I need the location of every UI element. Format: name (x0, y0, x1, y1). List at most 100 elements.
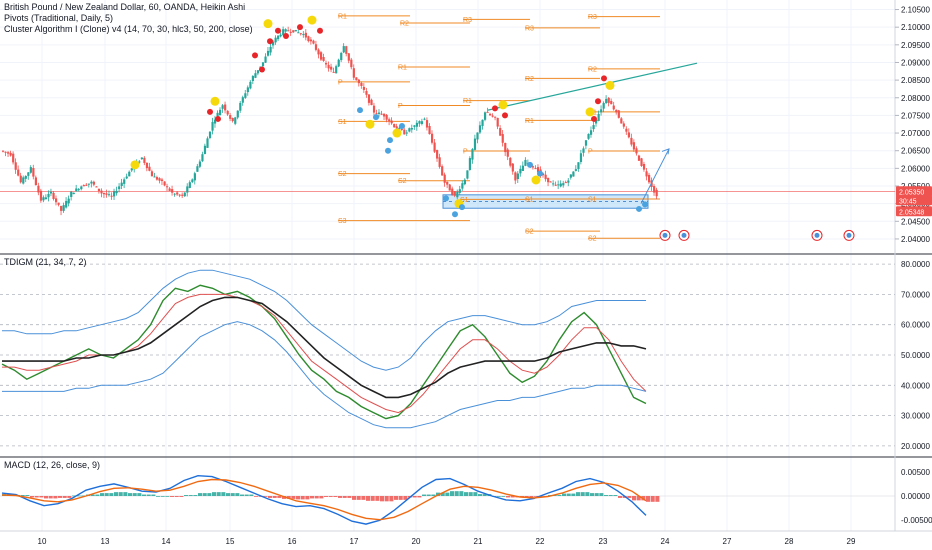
pivot-label: R2 (525, 76, 534, 83)
candle-body (524, 159, 527, 166)
candle-body (279, 34, 282, 37)
candle-body (123, 179, 126, 184)
macd-histogram-bar (174, 496, 179, 497)
signal-dot (585, 107, 595, 117)
macd-histogram-bar (282, 496, 287, 499)
macd-histogram-bar (352, 496, 357, 500)
macd-histogram-bar (104, 493, 109, 496)
candle-body (511, 163, 514, 172)
candle-body (327, 64, 330, 69)
candle-body (128, 171, 131, 177)
macd-histogram-bar (510, 496, 515, 498)
candle-body (130, 168, 133, 171)
pivot-label: P (338, 79, 343, 86)
candle-body (630, 137, 633, 145)
macd-signal-line (1, 478, 647, 521)
candle-body (107, 194, 111, 196)
macd-histogram-bar (109, 493, 114, 496)
signal-dot (531, 175, 541, 185)
macd-histogram-bar (464, 492, 469, 496)
candle-body (340, 52, 343, 61)
time-axis[interactable]: 10 13 14 15 16 17 20 21 22 23 24 27 28 29 (38, 537, 856, 546)
macd-histogram-bar (454, 491, 459, 496)
candle-body (443, 174, 446, 183)
price-axis[interactable]: 2.040002.045002.050002.055002.060002.065… (895, 6, 932, 526)
signal-dot (385, 147, 391, 154)
macd-histogram-bar (118, 492, 123, 496)
price-tick-label: 2.09500 (901, 41, 930, 50)
candle-body (249, 81, 252, 89)
candle-body (577, 162, 580, 170)
price-pane[interactable]: R1R2R3R1PPS1S2S2S3S1R3R3R2R2R1R1R1PPS1S1… (0, 13, 895, 243)
pivot-label: R3 (588, 14, 597, 21)
time-tick-label: 17 (350, 537, 359, 546)
candle-body (372, 105, 376, 113)
signal-dot (307, 15, 317, 25)
legend-macd: MACD (12, 26, close, 9) (4, 460, 101, 470)
macd-tick-label: 0.00000 (901, 492, 930, 501)
candle-body (612, 105, 615, 110)
candle-body (554, 184, 557, 186)
candle-body (582, 148, 585, 153)
candle-body (148, 166, 151, 171)
price-tick-label: 2.08500 (901, 76, 930, 85)
trend-line (487, 62, 698, 111)
candle-body (198, 161, 202, 167)
pivot-label: R3 (525, 25, 534, 32)
macd-histogram-bar (100, 493, 105, 496)
tdigm-pane[interactable] (0, 263, 895, 447)
candle-body (125, 176, 128, 179)
candle-body (77, 189, 80, 191)
candle-body (27, 172, 30, 176)
candle-body (62, 205, 65, 211)
candle-body (287, 30, 290, 32)
macd-histogram-bar (585, 492, 590, 496)
candle-body (559, 183, 562, 187)
candle-body (622, 123, 625, 127)
candle-body (90, 181, 93, 184)
candle-body (54, 198, 58, 203)
candle-body (489, 113, 492, 116)
macd-histogram-bar (184, 495, 189, 496)
macd-pane[interactable] (0, 474, 895, 525)
candle-body (557, 184, 560, 186)
candle-body (65, 200, 68, 208)
tdi-upper-band (2, 269, 646, 371)
signal-dot (443, 195, 449, 202)
candle-body (105, 193, 108, 195)
candle-body (350, 59, 353, 68)
pivot-label: R2 (588, 66, 597, 73)
macd-histogram-bar (384, 496, 389, 502)
candle-body (113, 191, 116, 197)
candle-body (552, 183, 555, 185)
candle-body (251, 75, 255, 81)
candle-body (367, 94, 371, 103)
macd-histogram-bar (263, 496, 268, 497)
candle-body (85, 184, 88, 186)
time-tick-label: 23 (599, 537, 608, 546)
candle-body (317, 49, 320, 55)
candle-body (229, 115, 232, 119)
candle-body (297, 32, 300, 34)
candle-body (335, 66, 338, 74)
macd-histogram-bar (212, 492, 217, 496)
macd-histogram-bar (296, 496, 301, 500)
candle-body (413, 125, 416, 127)
candle-body (456, 191, 459, 198)
macd-histogram-bar (356, 496, 361, 500)
price-tick-label: 2.04500 (901, 217, 930, 226)
candle-body (168, 188, 171, 191)
macd-histogram-bar (39, 496, 44, 498)
candle-body (274, 37, 277, 43)
candle-body (547, 177, 550, 183)
candle-body (476, 132, 479, 140)
price-tick-label: 2.06000 (901, 164, 930, 173)
macd-histogram-bar (534, 496, 539, 497)
pane-dividers[interactable] (0, 0, 932, 532)
macd-histogram-bar (636, 496, 641, 501)
macd-line (1, 474, 647, 525)
candle-body (494, 116, 497, 118)
tdi-tick-label: 40.0000 (901, 381, 930, 390)
candle-body (299, 33, 302, 35)
